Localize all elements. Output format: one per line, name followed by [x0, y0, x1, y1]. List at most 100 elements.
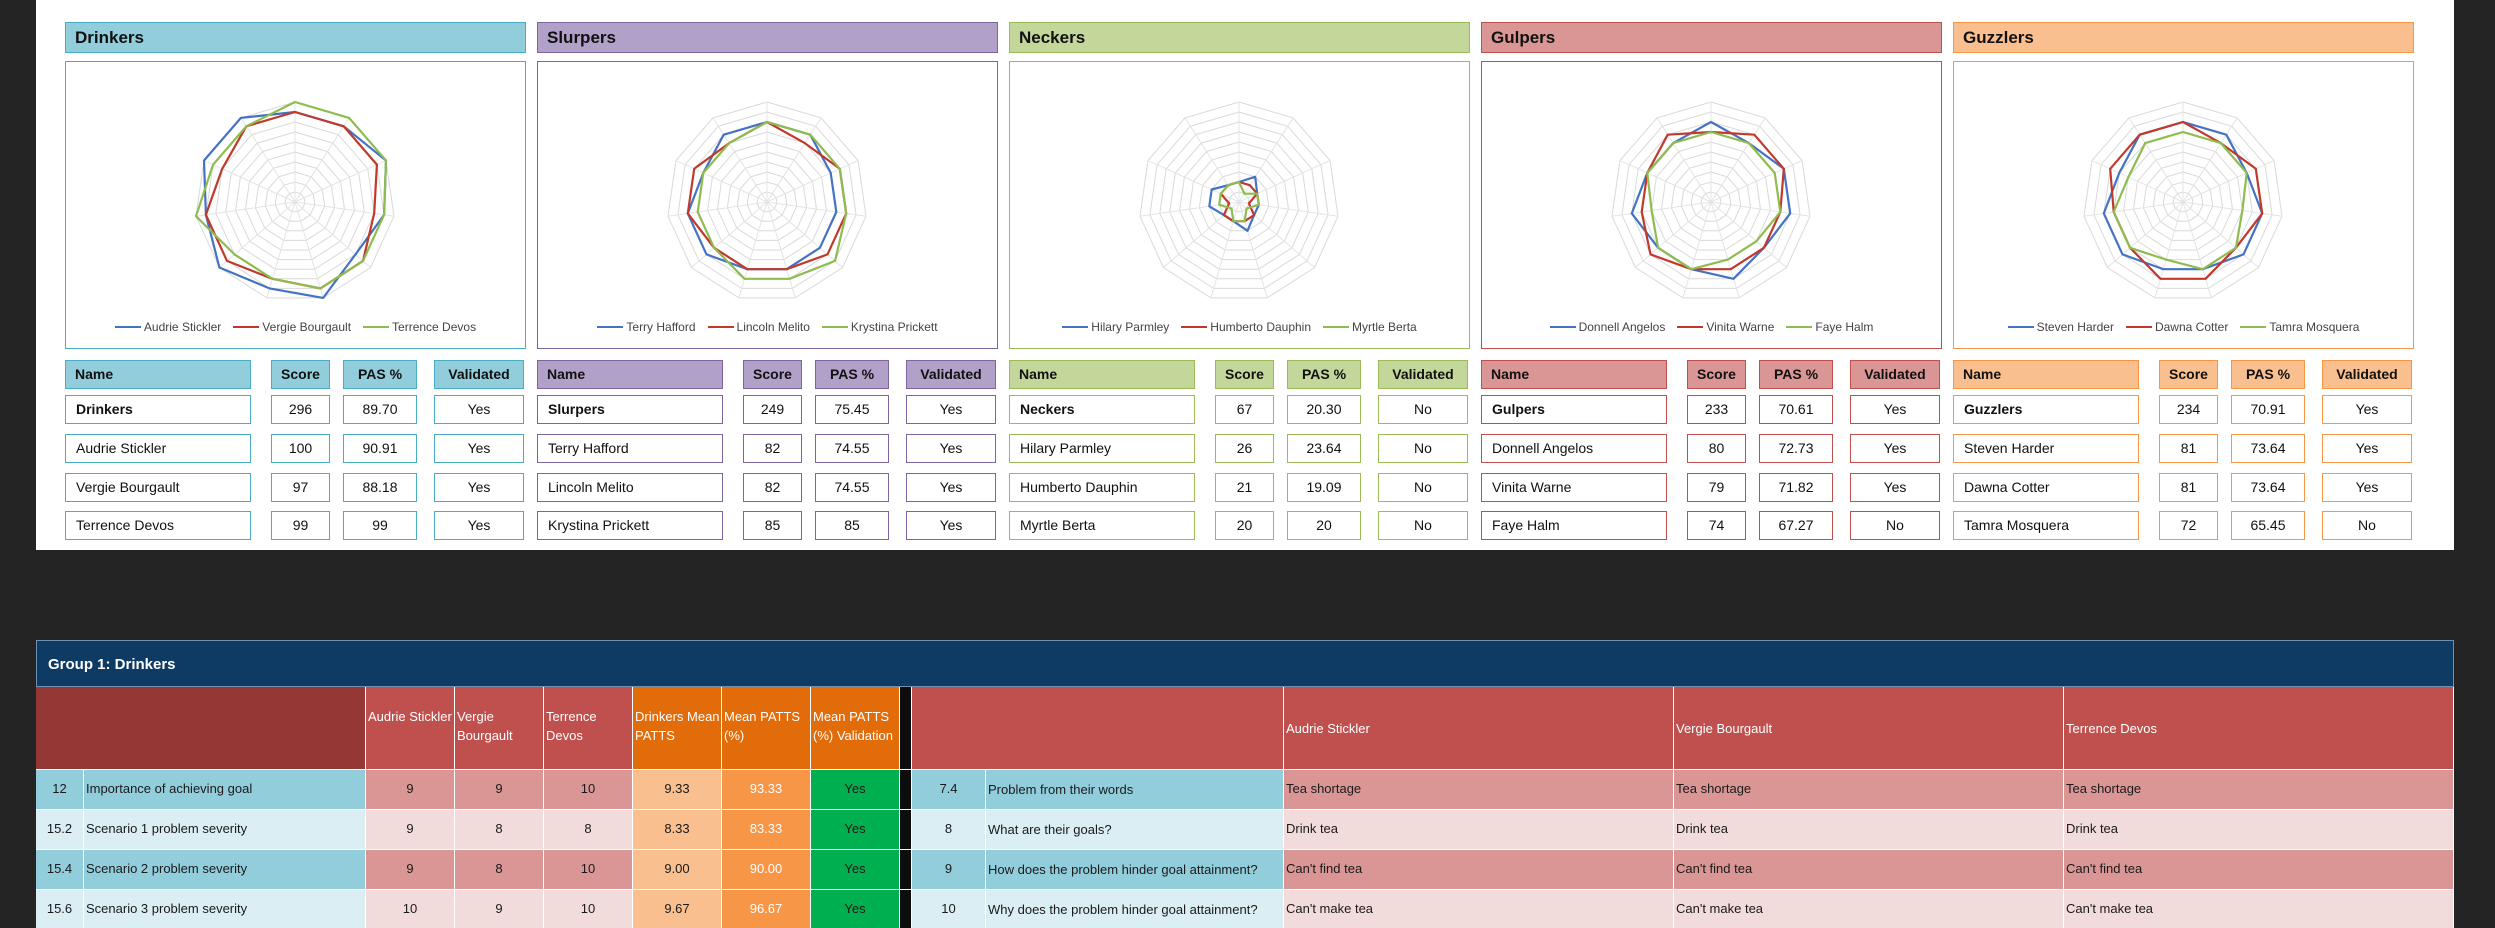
validation-cell[interactable]: Yes [811, 810, 900, 850]
member-cell[interactable]: Yes [434, 473, 524, 502]
group-total-cell[interactable]: 70.91 [2231, 395, 2305, 424]
group-total-cell[interactable]: 249 [743, 395, 802, 424]
member-cell[interactable]: 82 [743, 434, 802, 463]
score-cell[interactable]: 9 [366, 810, 455, 850]
question-label[interactable]: What are their goals? [986, 810, 1284, 850]
divider-column[interactable] [900, 687, 912, 770]
member-cell[interactable]: 21 [1215, 473, 1274, 502]
group-total-cell[interactable]: Neckers [1009, 395, 1195, 424]
radar-chart[interactable]: Donnell Angelos Vinita Warne Faye Halm [1481, 61, 1942, 349]
series-line-0[interactable] [202, 110, 388, 299]
validation-cell[interactable]: Yes [811, 850, 900, 890]
member-cell[interactable]: Yes [2322, 434, 2412, 463]
member-cell[interactable]: Terry Hafford [537, 434, 723, 463]
group-total-cell[interactable]: 234 [2159, 395, 2218, 424]
member-cell[interactable]: 97 [271, 473, 330, 502]
member-cell[interactable]: Dawna Cotter [1953, 473, 2139, 502]
answer-cell[interactable]: Tea shortage [1674, 770, 2064, 810]
member-cell[interactable]: 72.73 [1759, 434, 1833, 463]
question-label[interactable]: Problem from their words [986, 770, 1284, 810]
mean-pct-cell[interactable]: 90.00 [722, 850, 811, 890]
radar-chart[interactable]: Hilary Parmley Humberto Dauphin Myrtle Ber… [1009, 61, 1470, 349]
group-total-cell[interactable]: 70.61 [1759, 395, 1833, 424]
row-label[interactable]: Importance of achieving goal [84, 770, 366, 810]
row-number[interactable]: 15.6 [36, 890, 84, 928]
member-cell[interactable]: 74.55 [815, 434, 889, 463]
radar-chart[interactable]: Terry Hafford Lincoln Melito Krystina Pric… [537, 61, 998, 349]
mean-cell[interactable]: 9.00 [633, 850, 722, 890]
score-cell[interactable]: 8 [455, 810, 544, 850]
group-total-cell[interactable]: Slurpers [537, 395, 723, 424]
validation-cell[interactable]: Yes [811, 770, 900, 810]
row-number[interactable]: 12 [36, 770, 84, 810]
answer-cell[interactable]: Can't find tea [2064, 850, 2454, 890]
series-line-2[interactable] [2112, 130, 2248, 271]
series-line-1[interactable] [686, 120, 848, 271]
member-cell[interactable]: 73.64 [2231, 434, 2305, 463]
answer-cell[interactable]: Drink tea [1674, 810, 2064, 850]
mean-pct-cell[interactable]: 83.33 [722, 810, 811, 850]
row-label[interactable]: Scenario 3 problem severity [84, 890, 366, 928]
member-cell[interactable]: Yes [2322, 473, 2412, 502]
member-cell[interactable]: 71.82 [1759, 473, 1833, 502]
member-cell[interactable]: 20 [1287, 511, 1361, 540]
member-cell[interactable]: No [1378, 511, 1468, 540]
group-total-cell[interactable]: Yes [1850, 395, 1940, 424]
member-cell[interactable]: Yes [434, 434, 524, 463]
member-cell[interactable]: 67.27 [1759, 511, 1833, 540]
member-cell[interactable]: Vergie Bourgault [65, 473, 251, 502]
answer-cell[interactable]: Drink tea [1284, 810, 1674, 850]
divider-column[interactable] [900, 890, 912, 928]
score-cell[interactable]: 10 [544, 850, 633, 890]
group-total-cell[interactable]: Gulpers [1481, 395, 1667, 424]
answer-cell[interactable]: Drink tea [2064, 810, 2454, 850]
member-cell[interactable]: Terrence Devos [65, 511, 251, 540]
right-col-header[interactable]: Terrence Devos [2064, 687, 2454, 770]
member-cell[interactable]: Hilary Parmley [1009, 434, 1195, 463]
left-col-header[interactable]: Drinkers Mean PATTS [633, 687, 722, 770]
radar-chart[interactable]: Audrie Stickler Vergie Bourgault Terrence … [65, 61, 526, 349]
row-number[interactable]: 15.4 [36, 850, 84, 890]
answer-cell[interactable]: Can't make tea [1284, 890, 1674, 928]
left-col-header[interactable]: Vergie Bourgault [455, 687, 544, 770]
score-cell[interactable]: 9 [455, 770, 544, 810]
divider-column[interactable] [900, 850, 912, 890]
question-number[interactable]: 7.4 [912, 770, 986, 810]
member-cell[interactable]: No [1378, 434, 1468, 463]
series-line-2[interactable] [696, 120, 848, 280]
row-label[interactable]: Scenario 1 problem severity [84, 810, 366, 850]
score-cell[interactable]: 9 [366, 770, 455, 810]
score-cell[interactable]: 9 [366, 850, 455, 890]
member-cell[interactable]: Myrtle Berta [1009, 511, 1195, 540]
score-cell[interactable]: 10 [544, 890, 633, 928]
member-cell[interactable]: 26 [1215, 434, 1274, 463]
mean-pct-cell[interactable]: 96.67 [722, 890, 811, 928]
member-cell[interactable]: 73.64 [2231, 473, 2305, 502]
right-col-header[interactable]: Vergie Bourgault [1674, 687, 2064, 770]
member-cell[interactable]: 19.09 [1287, 473, 1361, 502]
question-number[interactable]: 9 [912, 850, 986, 890]
member-cell[interactable]: Yes [906, 434, 996, 463]
member-cell[interactable]: 85 [743, 511, 802, 540]
answer-cell[interactable]: Can't make tea [2064, 890, 2454, 928]
member-cell[interactable]: Yes [434, 511, 524, 540]
member-cell[interactable]: Yes [906, 511, 996, 540]
member-cell[interactable]: Humberto Dauphin [1009, 473, 1195, 502]
member-cell[interactable]: Faye Halm [1481, 511, 1667, 540]
series-line-0[interactable] [1208, 175, 1260, 232]
member-cell[interactable]: 99 [343, 511, 417, 540]
member-cell[interactable]: 20 [1215, 511, 1274, 540]
group-total-cell[interactable]: Drinkers [65, 395, 251, 424]
question-label[interactable]: Why does the problem hinder goal attainm… [986, 890, 1284, 928]
member-cell[interactable]: 85 [815, 511, 889, 540]
group-total-cell[interactable]: Yes [2322, 395, 2412, 424]
row-label[interactable]: Scenario 2 problem severity [84, 850, 366, 890]
group-total-cell[interactable]: Guzzlers [1953, 395, 2139, 424]
score-cell[interactable]: 10 [366, 890, 455, 928]
answer-cell[interactable]: Can't find tea [1674, 850, 2064, 890]
member-cell[interactable]: 100 [271, 434, 330, 463]
question-number[interactable]: 10 [912, 890, 986, 928]
series-line-2[interactable] [1218, 180, 1260, 223]
answer-cell[interactable]: Can't find tea [1284, 850, 1674, 890]
score-cell[interactable]: 8 [544, 810, 633, 850]
